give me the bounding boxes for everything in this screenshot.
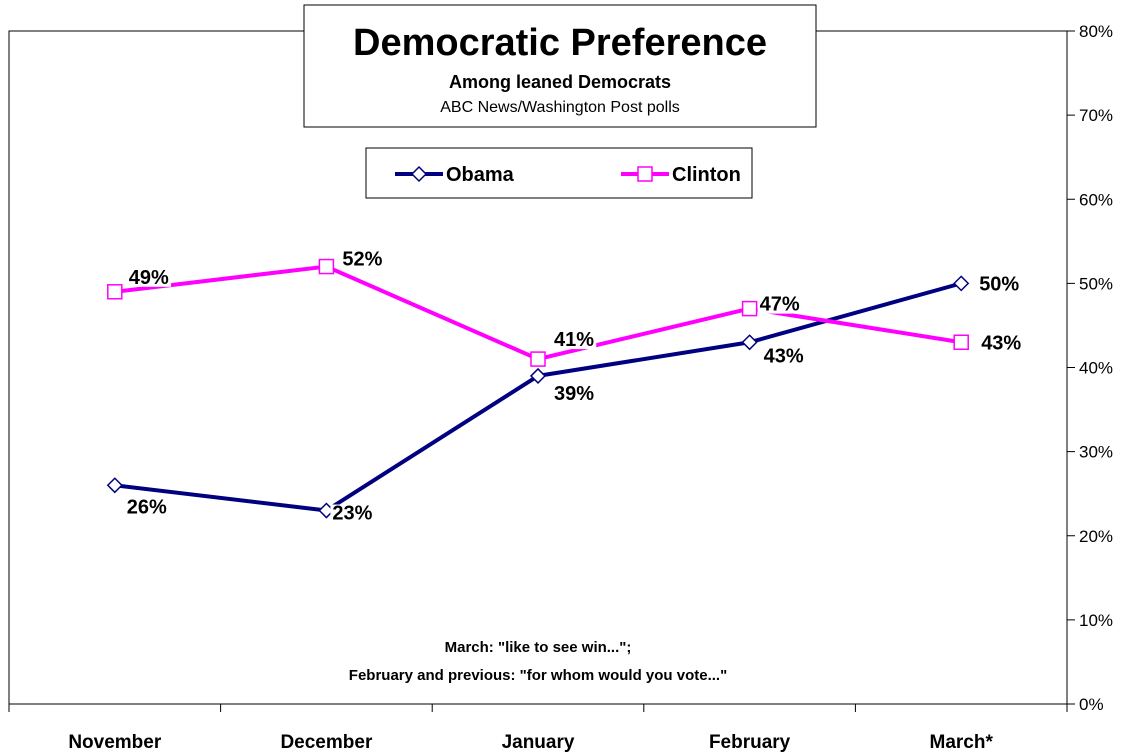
data-label-background [979,334,1024,353]
data-point-obama [741,334,758,351]
data-label-obama: 26% [127,496,167,518]
data-label-background [761,347,806,366]
data-point-clinton [107,284,123,300]
data-point-obama [953,275,970,292]
data-label-background [340,250,385,269]
y-tick-label: 70% [1079,106,1113,125]
y-tick-label: 60% [1079,190,1113,209]
data-label-obama: 23% [332,503,372,525]
x-tick-label: February [709,732,791,753]
x-tick-label: March* [930,732,994,753]
data-label-obama: 43% [764,345,804,367]
x-tick-label: November [68,732,162,753]
data-point-clinton [953,334,969,351]
data-point-clinton [530,351,546,367]
y-tick-label: 40% [1079,359,1113,378]
title-box-frame [303,4,817,128]
legend-marker-clinton [637,166,653,182]
note-line-1: March: "like to see win..."; [445,639,632,656]
title-box: Democratic Preference Among leaned Democ… [303,4,817,128]
x-tick-label: December [280,732,372,753]
plot-area [8,30,1068,705]
y-tick-label: 50% [1079,274,1113,293]
y-axis: 0% 10% 20% 30% 40% 50% 60% 70% 80% [1066,22,1113,714]
data-label-background [977,275,1022,294]
data-point-clinton [318,258,335,275]
x-axis: November December January February March* [8,703,1068,753]
chart-subtitle: Among leaned Democrats [449,72,671,92]
data-label-background [552,331,597,350]
y-tick-label: 10% [1079,611,1113,630]
series-markers [106,258,970,519]
data-label-background [330,504,375,523]
x-tick-label: January [502,732,575,753]
data-label-clinton: 49% [129,267,169,289]
data-label-background [552,384,597,403]
data-label-obama: 50% [979,273,1019,295]
legend: Obama Clinton [365,147,753,199]
data-label-clinton: 41% [554,329,594,351]
data-label-background [124,498,170,517]
data-point-clinton [741,300,758,317]
y-tick-label: 0% [1079,695,1104,714]
legend-label-clinton: Clinton [672,164,741,186]
y-tick-label: 80% [1079,22,1113,41]
data-label-background [126,268,172,287]
y-tick-label: 30% [1079,443,1113,462]
legend-marker-obama [410,165,428,183]
chart-title: Democratic Preference [353,22,767,64]
data-point-obama [529,367,547,384]
data-label-clinton: 52% [342,249,382,271]
y-tick-label: 20% [1079,527,1113,546]
data-label-clinton: 43% [981,332,1021,354]
chart-source: ABC News/Washington Post polls [440,99,680,116]
data-label-obama: 39% [554,383,594,405]
note-line-2: February and previous: "for whom would y… [349,667,727,684]
data-point-obama [106,477,123,494]
data-labels: 26% 23% 39% 43% 50% 49% 52% 41% 47% 43% [124,249,1024,525]
legend-label-obama: Obama [446,164,515,186]
data-label-background [757,295,802,314]
data-label-clinton: 47% [760,294,800,316]
